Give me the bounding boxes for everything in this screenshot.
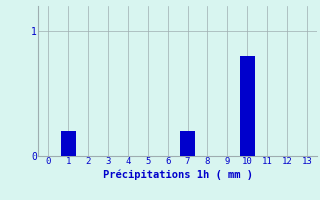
Bar	[61, 131, 76, 156]
Bar	[240, 56, 255, 156]
Bar	[180, 131, 195, 156]
X-axis label: Précipitations 1h ( mm ): Précipitations 1h ( mm )	[103, 169, 252, 180]
